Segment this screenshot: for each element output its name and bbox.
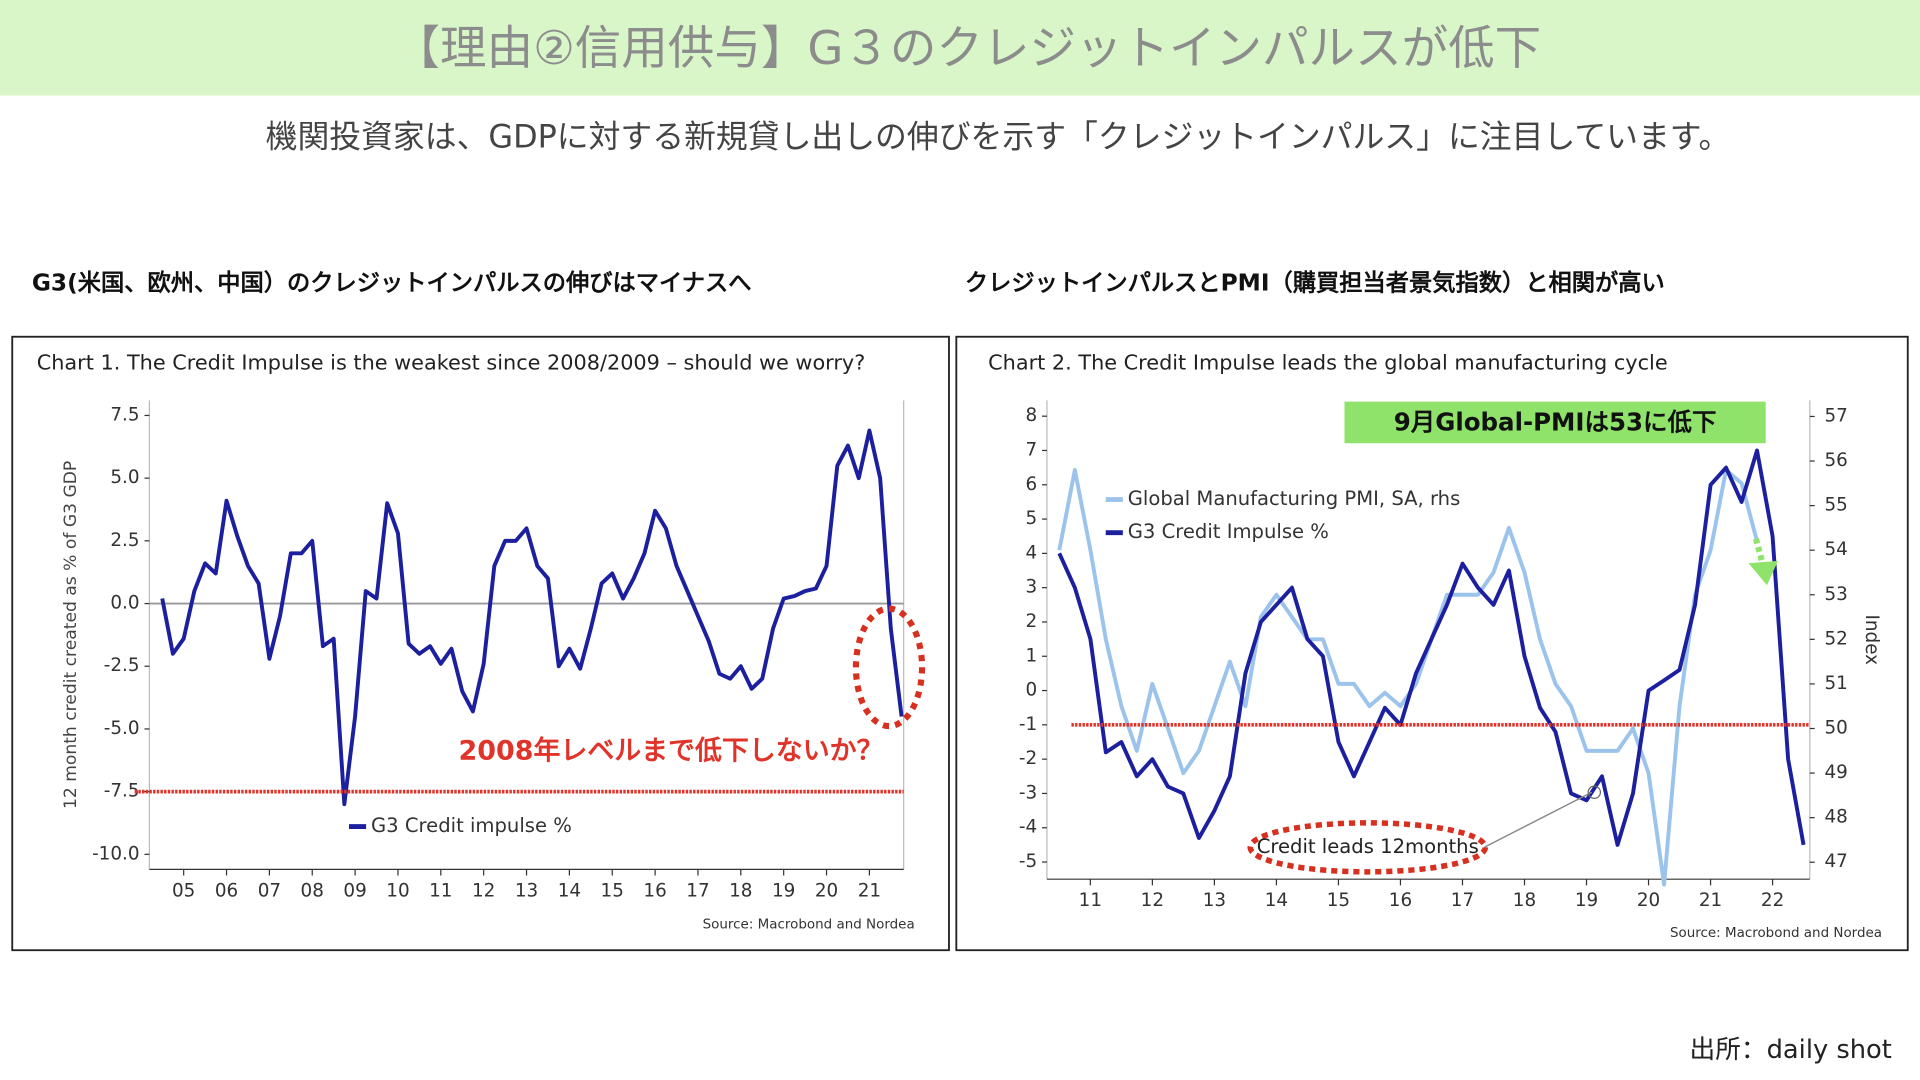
- chart-frame: [955, 335, 1909, 952]
- y2-axis-label: Index: [1861, 615, 1882, 666]
- y-tick-label: 5: [1025, 508, 1037, 529]
- y-tick-label: 3: [1025, 577, 1037, 598]
- y-tick-label: -3: [1019, 782, 1037, 803]
- x-tick-label: 13: [1203, 890, 1226, 911]
- x-tick-label: 15: [1327, 890, 1350, 911]
- y-tick-label: 2: [1025, 611, 1037, 632]
- series-line: [160, 428, 904, 807]
- y-tick-label: 1: [1025, 645, 1037, 666]
- x-tick-label: 22: [1761, 890, 1784, 911]
- y-tick-label: -5: [1019, 851, 1037, 872]
- y2-tick-label: 55: [1824, 495, 1847, 516]
- y-tick-label: -2: [1019, 748, 1037, 769]
- chart-source: Source: Macrobond and Nordea: [1670, 926, 1882, 941]
- x-tick-label: 19: [1575, 890, 1598, 911]
- y-tick-label: 6: [1025, 474, 1037, 495]
- y2-tick-label: 52: [1824, 628, 1847, 649]
- x-tick-label: 12: [1141, 890, 1164, 911]
- y-tick-label: -4: [1019, 817, 1037, 838]
- pointer-dot: [1587, 785, 1602, 799]
- annotation: Credit leads 12months: [1257, 835, 1479, 858]
- x-tick-label: 13: [515, 880, 538, 901]
- x-tick-label: 11: [429, 880, 452, 901]
- x-tick-label: 11: [1079, 890, 1102, 911]
- y-tick-label: 0.0: [110, 593, 139, 614]
- x-tick-label: 21: [858, 880, 881, 901]
- arrow-head: [1748, 560, 1778, 586]
- y-tick-label: 0: [1025, 680, 1037, 701]
- y-tick-label: 2.5: [110, 530, 139, 551]
- y2-tick-label: 47: [1824, 851, 1847, 872]
- y2-tick-label: 53: [1824, 584, 1847, 605]
- legend-label: G3 Credit Impulse %: [1128, 520, 1329, 543]
- y-tick-label: -5.0: [104, 718, 140, 739]
- y-tick-label: -1: [1019, 714, 1037, 735]
- slide-title: 【理由②信用供与】G３のクレジットインパルスが低下: [394, 21, 1542, 75]
- caption: クレジットインパルスとPMI（購買担当者景気指数）と相関が高い: [965, 270, 1665, 297]
- y2-tick-label: 54: [1824, 539, 1847, 560]
- y2-tick-label: 56: [1824, 450, 1847, 471]
- y-tick-label: 8: [1025, 405, 1037, 426]
- slide-subtitle: 機関投資家は、GDPに対する新規貸し出しの伸びを示す「クレジットインパルス」に注…: [266, 117, 1731, 155]
- y-tick-label: -2.5: [104, 655, 140, 676]
- x-tick-label: 09: [343, 880, 366, 901]
- x-tick-label: 21: [1699, 890, 1722, 911]
- x-tick-label: 20: [815, 880, 838, 901]
- chart-source: Source: Macrobond and Nordea: [703, 917, 915, 932]
- y-tick-label: 7.5: [110, 404, 139, 425]
- chart-frame: [11, 335, 950, 952]
- y2-tick-label: 57: [1824, 405, 1847, 426]
- x-tick-label: 07: [258, 880, 281, 901]
- annotation-box: [1344, 401, 1766, 444]
- x-tick-label: 18: [729, 880, 752, 901]
- header-band: [0, 0, 1920, 96]
- x-tick-label: 14: [558, 880, 581, 901]
- x-tick-label: 17: [686, 880, 709, 901]
- x-tick-label: 12: [472, 880, 495, 901]
- y2-tick-label: 50: [1824, 718, 1847, 739]
- x-tick-label: 08: [301, 880, 324, 901]
- chart-title: Chart 1. The Credit Impulse is the weake…: [37, 351, 866, 375]
- source: 出所：daily shot: [1690, 1035, 1892, 1065]
- y2-tick-label: 49: [1824, 762, 1847, 783]
- x-tick-label: 17: [1451, 890, 1474, 911]
- legend-label: G3 Credit impulse %: [371, 814, 572, 837]
- x-tick-label: 15: [601, 880, 624, 901]
- y2-tick-label: 48: [1824, 807, 1847, 828]
- y-axis-label: 12 month credit created as % of G3 GDP: [61, 461, 81, 809]
- x-tick-label: 18: [1513, 890, 1536, 911]
- y-tick-label: -10.0: [92, 843, 140, 864]
- caption: G3(米国、欧州、中国）のクレジットインパルスの伸びはマイナスへ: [32, 270, 752, 297]
- x-tick-label: 05: [172, 880, 195, 901]
- x-tick-label: 06: [215, 880, 238, 901]
- y2-tick-label: 51: [1824, 673, 1847, 694]
- annotation: 2008年レベルまで低下しないか？: [459, 734, 884, 766]
- x-tick-label: 10: [386, 880, 409, 901]
- highlight: [852, 605, 926, 730]
- chart-title: Chart 2. The Credit Impulse leads the gl…: [988, 351, 1667, 375]
- x-tick-label: 20: [1637, 890, 1660, 911]
- x-tick-label: 19: [772, 880, 795, 901]
- y-tick-label: 5.0: [110, 467, 139, 488]
- x-tick-label: 16: [1389, 890, 1412, 911]
- annotation: 9月Global-PMIは53に低下: [1394, 408, 1717, 437]
- y-tick-label: -7.5: [104, 781, 140, 802]
- series-line: [1057, 448, 1806, 847]
- arrow: [1752, 537, 1767, 567]
- x-tick-label: 16: [643, 880, 666, 901]
- pointer: [1483, 791, 1593, 849]
- y-tick-label: 7: [1025, 439, 1037, 460]
- x-tick-label: 14: [1265, 890, 1288, 911]
- legend-label: Global Manufacturing PMI, SA, rhs: [1128, 487, 1461, 510]
- y-tick-label: 4: [1025, 542, 1037, 563]
